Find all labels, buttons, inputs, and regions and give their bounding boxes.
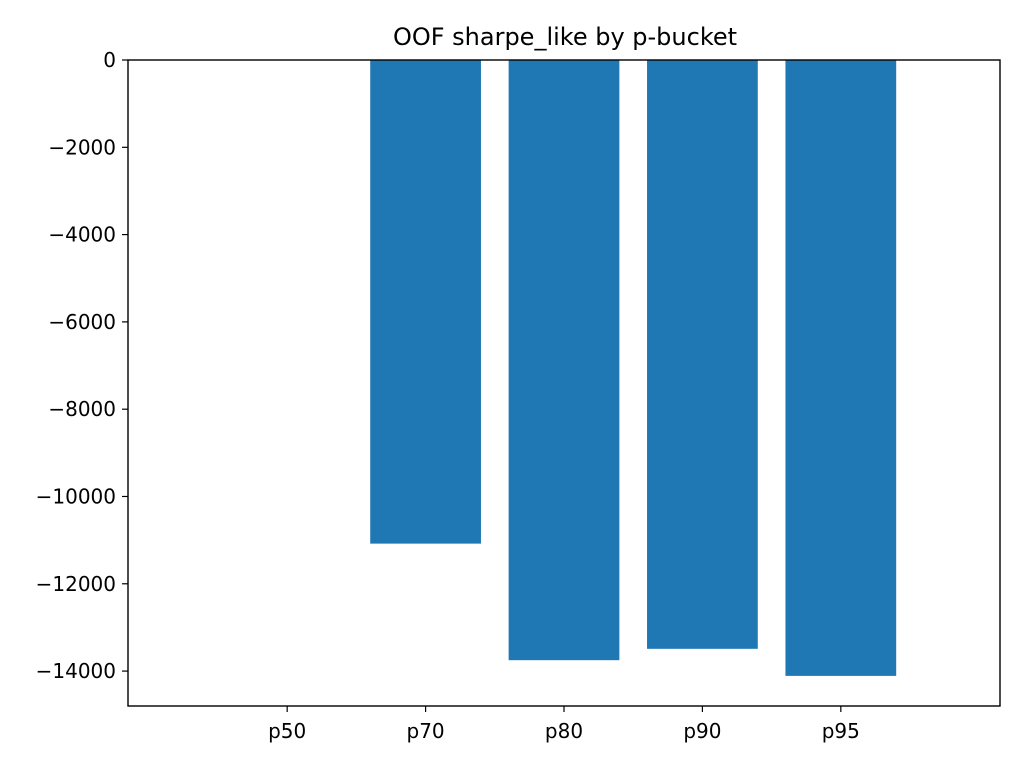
y-tick-label: −12000 bbox=[36, 572, 116, 596]
x-axis: p50 p70 p80 p90 p95 bbox=[268, 706, 860, 743]
chart-title: OOF sharpe_like by p-bucket bbox=[393, 23, 737, 51]
y-tick-label: 0 bbox=[103, 48, 116, 72]
x-tick-label: p70 bbox=[407, 719, 445, 743]
y-axis: 0 −2000 −4000 −6000 −8000 −10000 −12000 −14000 bbox=[36, 48, 128, 683]
y-tick-label: −14000 bbox=[36, 659, 116, 683]
bar-p80 bbox=[508, 60, 620, 661]
y-tick-label: −10000 bbox=[36, 484, 116, 508]
x-tick-label: p50 bbox=[268, 719, 306, 743]
x-tick-label: p80 bbox=[545, 719, 583, 743]
y-tick-label: −4000 bbox=[48, 223, 116, 247]
bar-p70 bbox=[370, 60, 481, 544]
plot-frame bbox=[127, 59, 1001, 707]
x-tick-label: p95 bbox=[822, 719, 860, 743]
y-tick-label: −8000 bbox=[48, 397, 116, 421]
bars-group bbox=[370, 60, 897, 676]
bar-p90 bbox=[647, 60, 758, 649]
y-tick-label: −2000 bbox=[48, 135, 116, 159]
bar-p95 bbox=[785, 60, 897, 676]
y-tick-label: −6000 bbox=[48, 310, 116, 334]
x-tick-label: p90 bbox=[683, 719, 721, 743]
